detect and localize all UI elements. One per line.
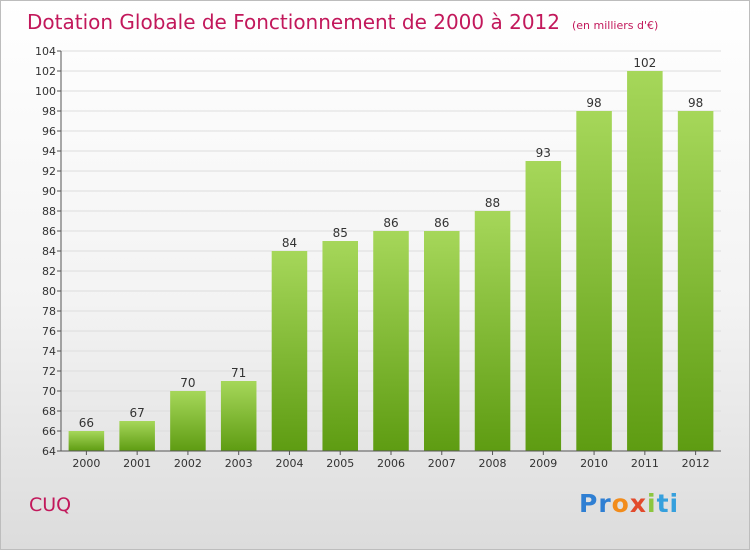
y-tick-label: 90	[42, 185, 56, 198]
bar	[576, 111, 612, 451]
x-tick-label: 2005	[326, 457, 354, 470]
x-tick-label: 2012	[682, 457, 710, 470]
logo-part-1: Pr	[579, 489, 612, 518]
x-tick-label: 2010	[580, 457, 608, 470]
y-tick-label: 102	[35, 65, 56, 78]
bar-value-label: 102	[633, 56, 656, 70]
x-tick-label: 2003	[225, 457, 253, 470]
y-tick-label: 72	[42, 365, 56, 378]
proxiti-logo: Proxiti	[579, 489, 679, 518]
bar-value-label: 67	[130, 406, 145, 420]
bar	[677, 111, 714, 451]
bar	[322, 241, 358, 451]
logo-part-4: i	[646, 489, 657, 518]
bar-value-label: 86	[434, 216, 449, 230]
bar	[271, 251, 308, 451]
y-tick-label: 80	[42, 285, 56, 298]
y-tick-label: 86	[42, 225, 56, 238]
bar-value-label: 84	[282, 236, 297, 250]
bar-value-label: 66	[79, 416, 94, 430]
chart-title: Dotation Globale de Fonctionnement de 20…	[27, 10, 560, 34]
logo-part-5: ti	[656, 489, 680, 518]
y-tick-label: 98	[42, 105, 56, 118]
y-tick-label: 84	[42, 245, 56, 258]
x-tick-label: 2007	[428, 457, 456, 470]
axes	[57, 50, 721, 455]
bar	[373, 231, 409, 451]
title-row: Dotation Globale de Fonctionnement de 20…	[27, 10, 658, 34]
y-tick-label: 74	[42, 345, 56, 358]
y-tick-label: 92	[42, 165, 56, 178]
chart-subtitle: (en milliers d'€)	[572, 19, 659, 32]
bar	[474, 211, 511, 451]
bars	[68, 71, 714, 451]
y-tick-label: 104	[35, 45, 56, 58]
bar	[220, 381, 257, 451]
bar-value-label: 86	[383, 216, 398, 230]
y-tick-label: 94	[42, 145, 56, 158]
y-tick-label: 82	[42, 265, 56, 278]
bar-value-label: 71	[231, 366, 246, 380]
x-tick-label: 2011	[631, 457, 659, 470]
x-tick-label: 2002	[174, 457, 202, 470]
labels: 64 66 68 70 72 74 76 78 80 82 84 86 88 90 92 94 96 98 100 1…	[35, 45, 710, 470]
bar-value-label: 98	[586, 96, 601, 110]
bar	[424, 231, 460, 451]
commune-name: CUQ	[29, 494, 72, 516]
y-tick-label: 78	[42, 305, 56, 318]
x-tick-label: 2001	[123, 457, 151, 470]
x-tick-label: 2009	[529, 457, 557, 470]
bar-value-label: 98	[688, 96, 703, 110]
y-tick-label: 68	[42, 405, 56, 418]
y-tick-label: 64	[42, 445, 56, 458]
bar-value-label: 70	[180, 376, 195, 390]
y-tick-label: 76	[42, 325, 56, 338]
logo-part-3: x	[629, 489, 647, 518]
bar	[525, 161, 562, 451]
bar	[68, 431, 105, 451]
bar	[627, 71, 663, 451]
x-tick-label: 2004	[275, 457, 303, 470]
x-tick-label: 2006	[377, 457, 405, 470]
y-tick-label: 66	[42, 425, 56, 438]
bar	[119, 421, 155, 451]
bar	[170, 391, 206, 451]
y-tick-label: 100	[35, 85, 56, 98]
bar-value-label: 85	[333, 226, 348, 240]
y-tick-label: 88	[42, 205, 56, 218]
bar-value-label: 93	[536, 146, 551, 160]
logo-part-2: o	[611, 489, 630, 518]
y-tick-label: 70	[42, 385, 56, 398]
x-tick-label: 2000	[72, 457, 100, 470]
y-tick-label: 96	[42, 125, 56, 138]
bar-value-label: 88	[485, 196, 500, 210]
x-tick-label: 2008	[479, 457, 507, 470]
